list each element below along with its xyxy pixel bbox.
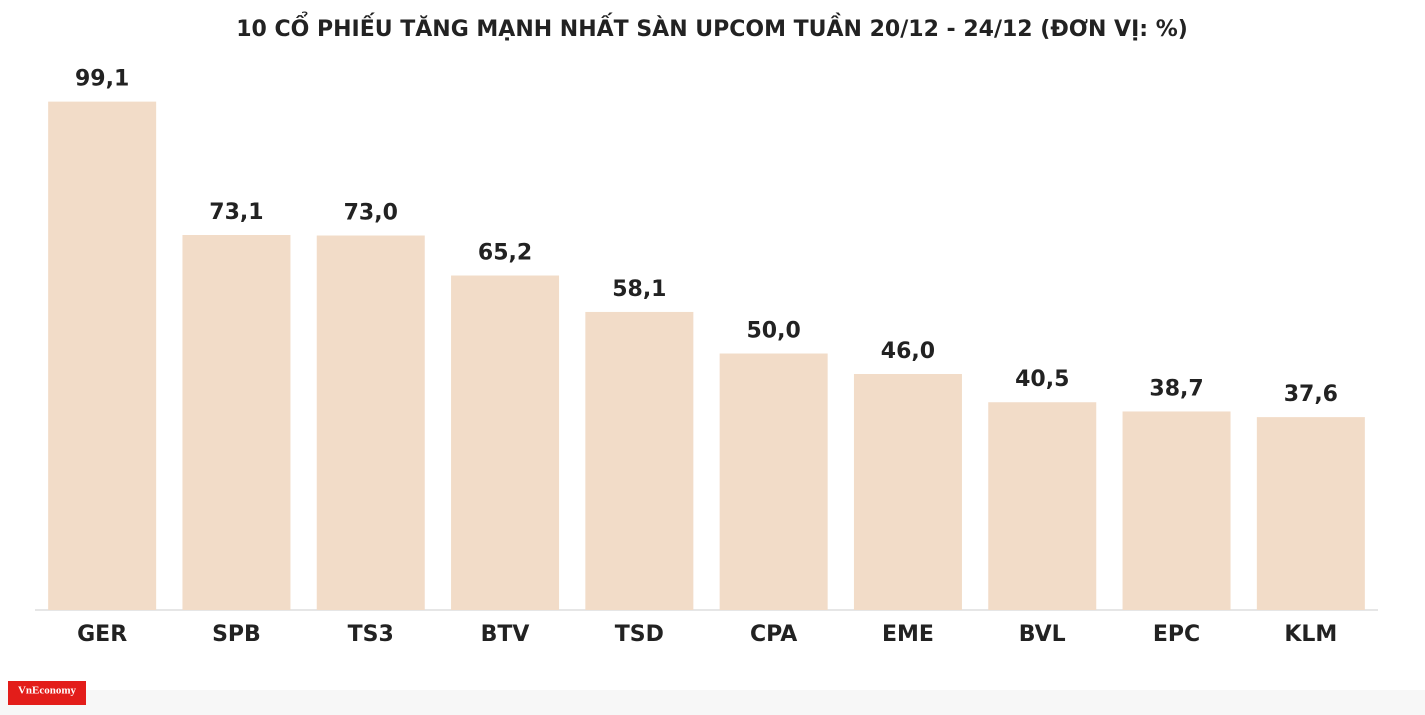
logo-box [8, 681, 86, 705]
bar [853, 374, 962, 610]
x-tick-label: KLM [1284, 622, 1337, 647]
bar [316, 235, 425, 610]
bar [1256, 417, 1365, 610]
value-label: 40,5 [1015, 367, 1069, 392]
bar [988, 402, 1097, 610]
x-tick-label: BVL [1019, 622, 1066, 647]
value-label: 58,1 [612, 277, 666, 302]
x-tick-label: EME [882, 622, 934, 647]
value-label: 73,0 [344, 201, 398, 226]
logo: VnEconomy [18, 685, 77, 697]
value-label: 65,2 [478, 241, 532, 266]
x-tick-label: CPA [750, 622, 797, 647]
value-label: 38,7 [1149, 376, 1203, 401]
x-tick-label: SPB [212, 622, 261, 647]
value-label: 46,0 [881, 339, 935, 364]
value-label: 50,0 [747, 319, 801, 344]
value-label: 99,1 [75, 67, 129, 92]
bar [719, 353, 828, 610]
bar [1122, 411, 1231, 610]
bar [182, 234, 291, 610]
chart-title: 10 CỔ PHIẾU TĂNG MẠNH NHẤT SÀN UPCOM TUẦ… [236, 12, 1188, 42]
value-label: 37,6 [1284, 382, 1338, 407]
x-tick-label: TS3 [348, 622, 394, 647]
bar [585, 311, 694, 610]
bar [451, 275, 560, 610]
x-tick-label: TSD [615, 622, 664, 647]
x-tick-label: BTV [481, 622, 530, 647]
value-label: 73,1 [209, 200, 263, 225]
x-tick-label: EPC [1153, 622, 1200, 647]
footer-strip [0, 690, 1425, 715]
bar [48, 101, 157, 610]
x-tick-label: GER [77, 622, 127, 647]
